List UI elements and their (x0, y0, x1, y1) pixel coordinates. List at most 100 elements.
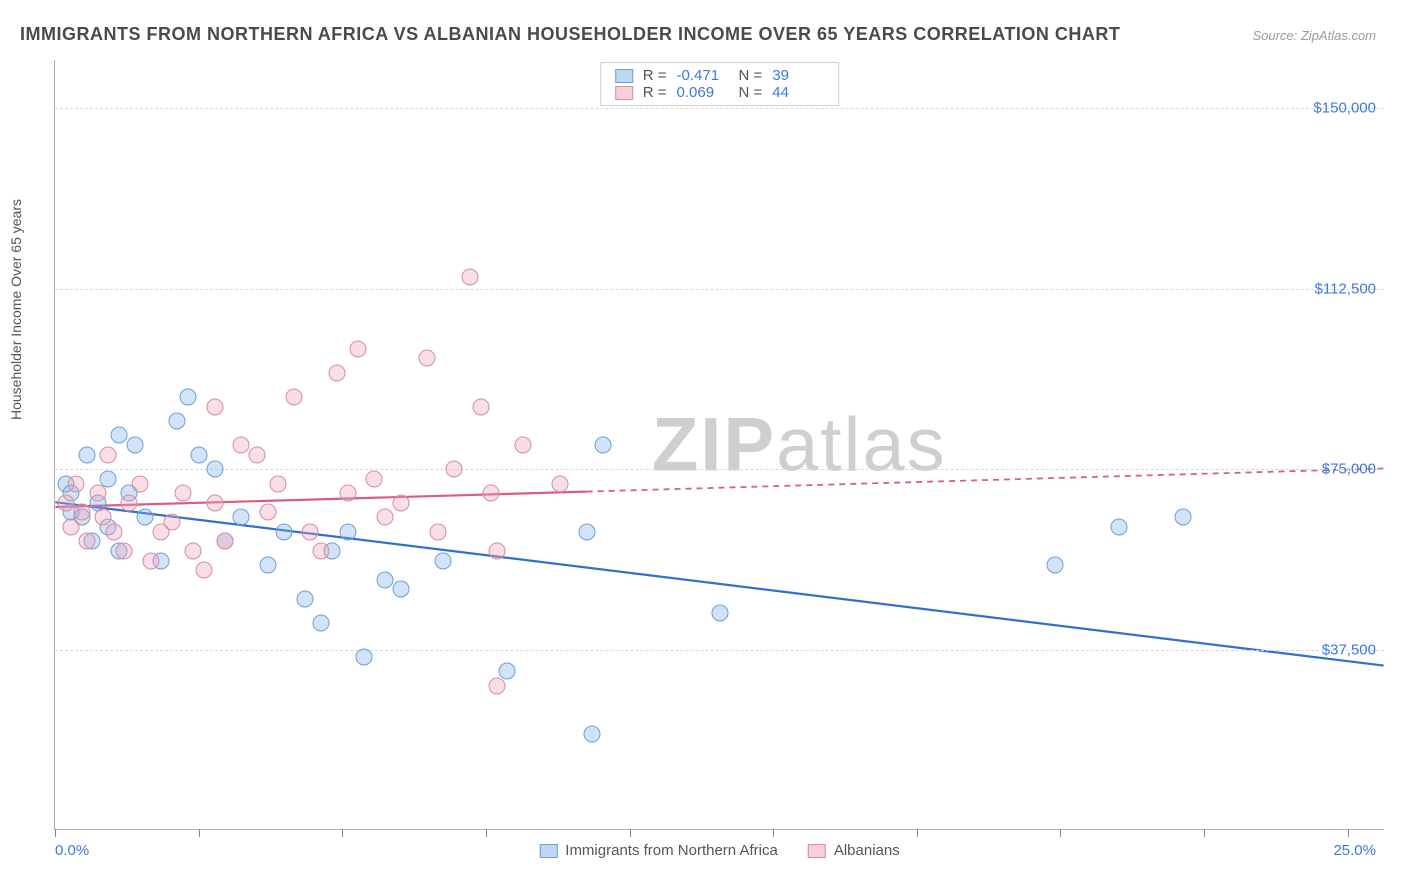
legend-row: R =0.069N =44 (615, 84, 825, 101)
data-point (89, 485, 106, 502)
y-axis-label: Householder Income Over 65 years (8, 199, 24, 420)
x-axis-min: 0.0% (55, 842, 89, 859)
x-tick (773, 829, 774, 837)
y-tick-label: $150,000 (1313, 100, 1376, 117)
data-point (392, 494, 409, 511)
data-point (302, 523, 319, 540)
data-point (68, 475, 85, 492)
data-point (392, 581, 409, 598)
watermark: ZIPatlas (652, 401, 947, 488)
data-point (286, 388, 303, 405)
data-point (110, 427, 127, 444)
data-point (206, 398, 223, 415)
data-point (100, 470, 117, 487)
data-point (169, 412, 186, 429)
data-point (488, 542, 505, 559)
data-point (499, 663, 516, 680)
source-label: Source: ZipAtlas.com (1252, 28, 1376, 43)
scatter-plot: ZIPatlas R =-0.471N =39R =0.069N =44 0.0… (54, 60, 1384, 830)
series-legend: Immigrants from Northern Africa Albanians (539, 842, 899, 859)
correlation-legend: R =-0.471N =39R =0.069N =44 (600, 62, 840, 106)
data-point (483, 485, 500, 502)
legend-swatch (808, 844, 826, 858)
gridline (55, 289, 1384, 290)
data-point (105, 523, 122, 540)
data-point (195, 562, 212, 579)
data-point (472, 398, 489, 415)
data-point (137, 509, 154, 526)
x-tick (199, 829, 200, 837)
chart-title: IMMIGRANTS FROM NORTHERN AFRICA VS ALBAN… (20, 24, 1120, 45)
data-point (78, 533, 95, 550)
x-tick (55, 829, 56, 837)
data-point (190, 446, 207, 463)
trend-lines (55, 60, 1384, 829)
data-point (164, 514, 181, 531)
data-point (594, 437, 611, 454)
data-point (355, 648, 372, 665)
data-point (275, 523, 292, 540)
data-point (270, 475, 287, 492)
data-point (579, 523, 596, 540)
data-point (419, 350, 436, 367)
data-point (313, 615, 330, 632)
data-point (328, 364, 345, 381)
data-point (376, 509, 393, 526)
data-point (142, 552, 159, 569)
data-point (552, 475, 569, 492)
y-tick-label: $37,500 (1322, 641, 1376, 658)
data-point (339, 485, 356, 502)
x-tick (917, 829, 918, 837)
data-point (446, 461, 463, 478)
x-axis-max: 25.0% (1333, 842, 1376, 859)
data-point (515, 437, 532, 454)
data-point (350, 340, 367, 357)
y-tick-label: $75,000 (1322, 461, 1376, 478)
data-point (206, 461, 223, 478)
data-point (1111, 518, 1128, 535)
data-point (297, 591, 314, 608)
gridline (55, 469, 1384, 470)
x-tick (630, 829, 631, 837)
legend-swatch (539, 844, 557, 858)
x-tick (1348, 829, 1349, 837)
data-point (259, 557, 276, 574)
data-point (1047, 557, 1064, 574)
legend-item: Albanians (808, 842, 900, 859)
legend-label: Albanians (834, 842, 900, 859)
legend-swatch (615, 86, 633, 100)
data-point (126, 437, 143, 454)
data-point (249, 446, 266, 463)
data-point (217, 533, 234, 550)
data-point (1174, 509, 1191, 526)
data-point (259, 504, 276, 521)
data-point (430, 523, 447, 540)
data-point (78, 446, 95, 463)
data-point (376, 571, 393, 588)
gridline (55, 650, 1384, 651)
x-tick (486, 829, 487, 837)
data-point (712, 605, 729, 622)
data-point (62, 518, 79, 535)
data-point (435, 552, 452, 569)
y-tick-label: $112,500 (1315, 280, 1376, 297)
data-point (488, 677, 505, 694)
legend-item: Immigrants from Northern Africa (539, 842, 778, 859)
data-point (584, 725, 601, 742)
data-point (174, 485, 191, 502)
data-point (339, 523, 356, 540)
data-point (206, 494, 223, 511)
legend-swatch (615, 69, 633, 83)
data-point (121, 494, 138, 511)
gridline (55, 108, 1384, 109)
data-point (366, 470, 383, 487)
data-point (116, 542, 133, 559)
x-tick (342, 829, 343, 837)
data-point (180, 388, 197, 405)
legend-row: R =-0.471N =39 (615, 67, 825, 84)
x-tick (1204, 829, 1205, 837)
data-point (57, 494, 74, 511)
legend-label: Immigrants from Northern Africa (565, 842, 778, 859)
data-point (100, 446, 117, 463)
data-point (132, 475, 149, 492)
